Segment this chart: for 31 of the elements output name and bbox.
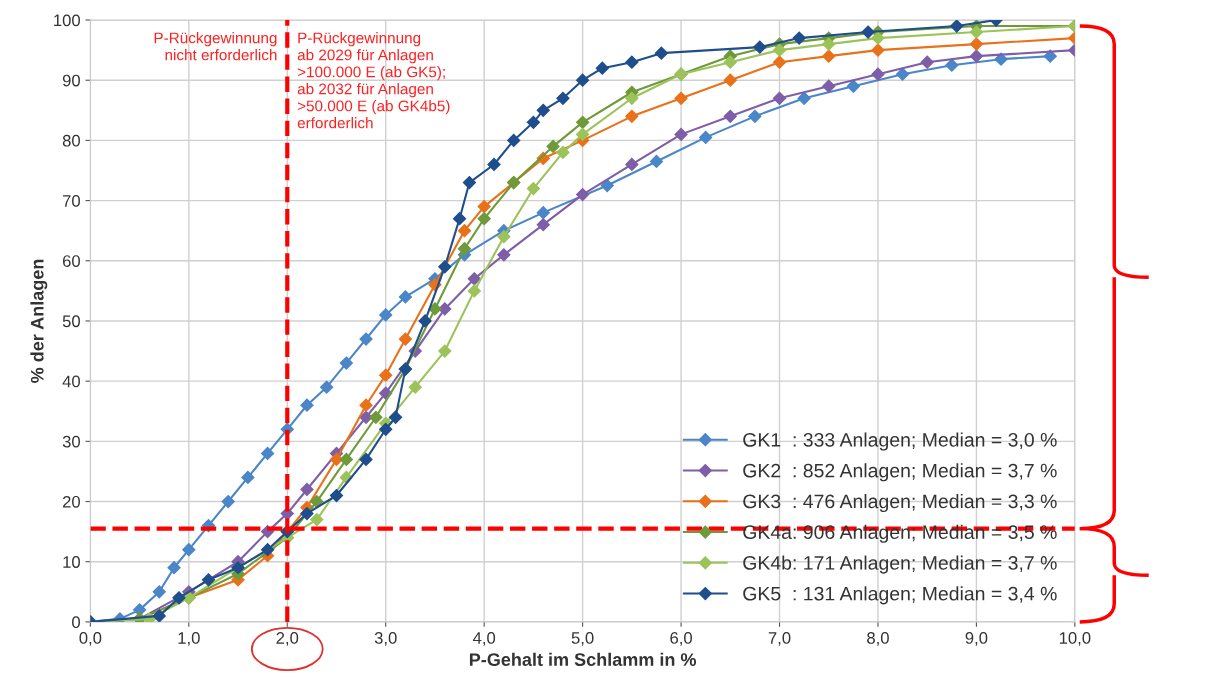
y-tick-label: 40: [62, 375, 80, 388]
legend-label: GK5 : 131 Anlagen; Median = 3,4 %: [743, 586, 1057, 605]
annotation: P-Rückgewinnung nicht erforderlich: [154, 32, 277, 61]
x-tick-label: 4,0: [472, 632, 496, 646]
y-tick-label: 20: [62, 495, 80, 508]
y-tick-label: 60: [62, 255, 80, 267]
y-tick-label: 10: [63, 556, 80, 568]
legend-label: GK4b: 171 Anlagen; Median = 3,7 %: [743, 555, 1057, 574]
annotation: P-Rückgewinnung ab 2029 für Anlagen >100.000 E (ab GK5); ab 2032 für Anlagen >50.000 E (ab GK4b5) erforderlich: [297, 32, 450, 129]
x-tick-label: 0,0: [79, 632, 102, 646]
legend-label: GK3 : 476 Anlagen; Median = 3,3 %: [743, 493, 1057, 513]
x-tick-label: 2,0: [276, 632, 299, 646]
y-tick-label: 90: [62, 74, 80, 87]
x-tick-label: 8,0: [867, 632, 889, 646]
y-tick-label: 0: [72, 616, 80, 629]
y-tick-label: 100: [54, 14, 80, 27]
y-tick-label: 80: [62, 134, 80, 147]
x-tick-label: 1,0: [178, 632, 200, 646]
y-tick-label: 50: [62, 315, 80, 328]
x-tick-label: 3,0: [374, 632, 397, 646]
y-tick-label: 70: [62, 195, 80, 207]
y-tick-label: 30: [62, 435, 80, 448]
x-tick-label: 6,0: [670, 632, 692, 646]
x-tick-label: 5,0: [571, 632, 594, 646]
legend-label: GK1 : 333 Anlagen; Median = 3,0 %: [743, 432, 1057, 451]
legend-label: GK2 : 852 Anlagen; Median = 3,7 %: [743, 463, 1057, 482]
x-tick-label: 9,0: [965, 632, 988, 646]
y-axis-title: % der Anlagen: [30, 259, 48, 383]
x-tick-label: 10,0: [1059, 632, 1091, 646]
x-tick-label: 7,0: [768, 632, 791, 646]
x-axis-title: P-Gehalt im Schlamm in %: [469, 652, 697, 666]
